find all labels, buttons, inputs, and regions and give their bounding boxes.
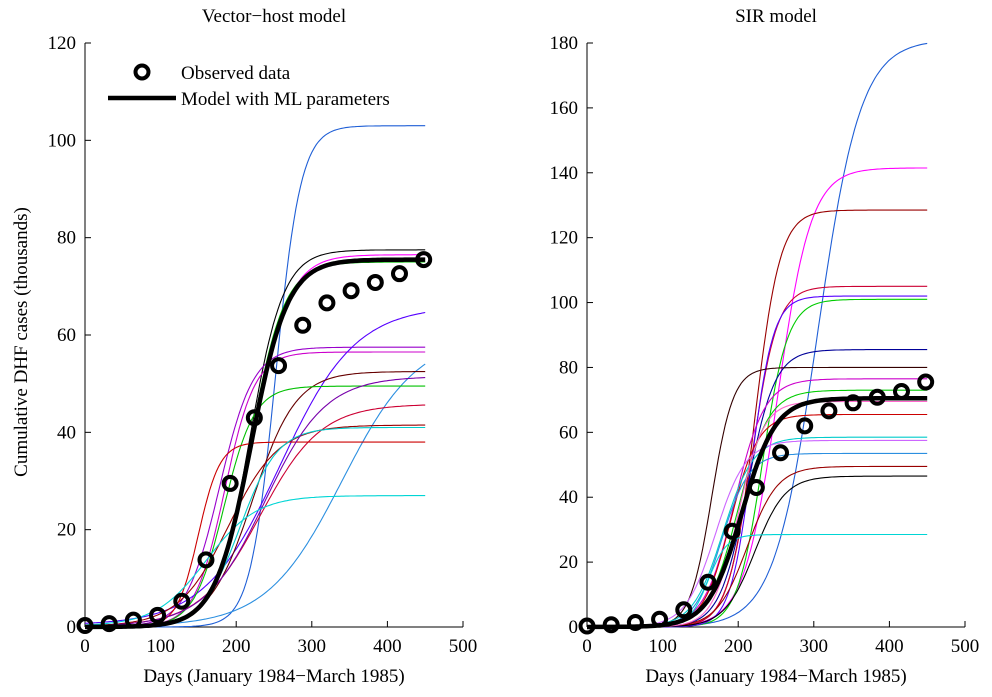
y-tick-label: 160 <box>550 98 579 119</box>
x-tick-label: 0 <box>80 636 90 657</box>
sample-trajectory-line <box>587 285 928 628</box>
y-tick-label: 60 <box>57 325 76 346</box>
x-tick-label: 300 <box>800 636 829 657</box>
x-tick-label: 100 <box>146 636 175 657</box>
observed-data-point <box>173 592 191 610</box>
y-tick-label: 60 <box>559 422 578 443</box>
observed-data-point <box>342 282 360 300</box>
y-tick-label: 0 <box>67 617 77 638</box>
observed-data-point <box>844 394 862 412</box>
sample-trajectory-line <box>84 311 426 624</box>
observed-data-point <box>699 573 717 591</box>
y-tick-label: 180 <box>550 33 579 54</box>
sir-panel: SIR model 0 100 200 300 400 500 0 20 40 60 80 100 12… <box>550 6 980 687</box>
sample-trajectory-line <box>84 377 426 627</box>
x-tick-label: 400 <box>875 636 904 657</box>
x-tick-label: 200 <box>724 636 753 657</box>
sample-trajectory-line <box>84 261 426 628</box>
sir-plot-area: 0 100 200 300 400 500 0 20 40 60 80 100 120 140 160 180 <box>550 33 980 657</box>
x-tick-label: 100 <box>648 636 677 657</box>
ml-model-line <box>85 257 426 630</box>
y-tick-label: 80 <box>559 357 578 378</box>
vector-host-x-axis-title: Days (January 1984−March 1985) <box>143 666 404 687</box>
observed-data-point <box>294 316 312 334</box>
x-tick-label: 300 <box>298 636 327 657</box>
ml-model-line <box>587 396 928 630</box>
x-tick-label: 500 <box>449 636 478 657</box>
y-tick-label: 40 <box>559 487 578 508</box>
sample-trajectory-line <box>587 378 928 628</box>
y-tick-label: 80 <box>57 228 76 249</box>
sample-trajectory-line <box>85 426 426 628</box>
x-tick-label: 500 <box>951 636 980 657</box>
observed-data-point <box>221 474 239 492</box>
y-tick-label: 100 <box>48 130 77 151</box>
x-tick-label: 200 <box>222 636 251 657</box>
sample-trajectory-line <box>85 346 426 628</box>
y-tick-label: 0 <box>569 617 579 638</box>
legend-observed-label: Observed data <box>181 63 291 84</box>
sample-trajectory-line <box>84 495 426 626</box>
observed-data-point <box>820 402 838 420</box>
y-tick-label: 40 <box>57 422 76 443</box>
observed-data-point <box>892 382 910 400</box>
sample-trajectory-line <box>85 254 426 628</box>
vector-host-panel-title: Vector−host model <box>202 6 346 27</box>
sample-trajectory-line <box>587 533 928 628</box>
observed-data-point <box>626 613 644 631</box>
sample-trajectory-line <box>587 42 928 628</box>
observed-data-point <box>318 294 336 312</box>
y-tick-label: 140 <box>550 163 579 184</box>
vector-host-plot-area: 0 100 200 300 400 500 0 20 40 60 80 100 120 <box>48 33 478 657</box>
vector-host-panel: Vector−host model 0 100 200 300 400 500 0 20 40 6… <box>48 6 478 687</box>
x-tick-label: 0 <box>582 636 592 657</box>
sir-x-axis-title: Days (January 1984−March 1985) <box>645 666 906 687</box>
y-tick-label: 100 <box>550 293 579 314</box>
observed-data-point <box>917 373 935 391</box>
observed-data-point <box>149 606 167 624</box>
legend-ml-label: Model with ML parameters <box>181 89 390 110</box>
observed-data-point <box>366 273 384 291</box>
observed-data-point <box>197 551 215 569</box>
observed-data-point <box>796 417 814 435</box>
y-tick-label: 120 <box>48 33 77 54</box>
observed-data-point <box>270 357 288 375</box>
sir-panel-title: SIR model <box>735 6 817 27</box>
sample-trajectory-line <box>85 249 426 628</box>
observed-data-point <box>100 615 118 633</box>
y-tick-label: 20 <box>559 552 578 573</box>
observed-data-point <box>772 444 790 462</box>
y-axis-title: Cumulative DHF cases (thousands) <box>11 207 32 477</box>
x-tick-label: 400 <box>373 636 402 657</box>
legend: Observed data Model with ML parameters <box>108 63 390 110</box>
observed-data-point <box>390 265 408 283</box>
observed-data-point <box>675 601 693 619</box>
legend-observed-marker <box>133 63 151 81</box>
y-tick-label: 20 <box>57 520 76 541</box>
sample-trajectory-line <box>85 441 426 628</box>
y-tick-label: 120 <box>550 228 579 249</box>
